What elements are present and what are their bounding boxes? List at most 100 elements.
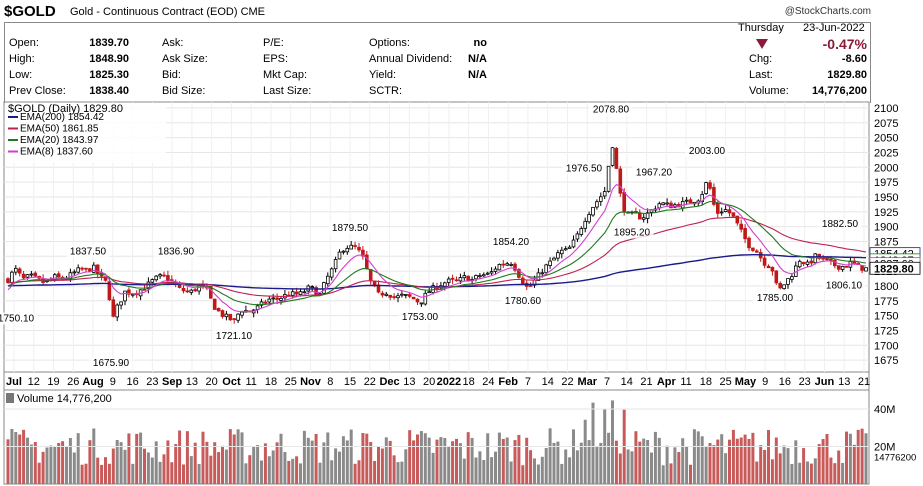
candle-body bbox=[310, 286, 314, 289]
candle-body bbox=[575, 233, 580, 240]
candle-body bbox=[123, 290, 127, 302]
volume-bar bbox=[392, 455, 396, 484]
volume-bar bbox=[29, 444, 33, 484]
volume-bar bbox=[638, 441, 642, 484]
volume-bar bbox=[852, 444, 856, 484]
last-label: Last: bbox=[749, 69, 773, 81]
candle-body bbox=[232, 318, 237, 321]
x-tick-label: Feb bbox=[498, 376, 518, 388]
annotation-bg bbox=[818, 218, 862, 231]
price-legend: $GOLD (Daily) 1829.80 EMA(200) 1854.42EM… bbox=[6, 103, 166, 163]
volume-value: 14,776,200 bbox=[811, 85, 867, 97]
volume-bar bbox=[33, 442, 37, 484]
candle-body bbox=[567, 246, 572, 249]
volume-bar bbox=[474, 457, 478, 484]
volume-bar bbox=[583, 419, 587, 484]
ask-label: Ask: bbox=[162, 37, 184, 49]
options-label: Options: bbox=[369, 37, 410, 49]
volume-bar bbox=[794, 440, 798, 484]
candle-body bbox=[466, 275, 470, 282]
candle-body bbox=[716, 202, 720, 214]
volume-bar bbox=[384, 437, 388, 484]
volume-bar bbox=[653, 431, 657, 484]
candle-body bbox=[766, 265, 771, 269]
volume-bar bbox=[377, 446, 380, 484]
volume-bar bbox=[708, 443, 712, 484]
volume-bar bbox=[158, 461, 162, 484]
y-tick-label: 2075 bbox=[874, 118, 898, 130]
candle-body bbox=[778, 282, 782, 289]
candle-body bbox=[493, 268, 498, 272]
candle-body bbox=[267, 298, 272, 303]
volume-bar bbox=[607, 432, 611, 484]
candle-body bbox=[162, 274, 166, 277]
annotation-bg bbox=[89, 357, 133, 370]
volume-bar bbox=[770, 459, 774, 484]
volume-bar bbox=[322, 442, 326, 484]
x-tick-label: 13 bbox=[838, 376, 850, 388]
volume-bar bbox=[244, 463, 248, 484]
volume-legend-swatch bbox=[6, 393, 14, 403]
candle-body bbox=[119, 301, 123, 306]
x-tick-label: Oct bbox=[222, 376, 241, 388]
legend-bg bbox=[6, 103, 166, 163]
volume-bar bbox=[240, 432, 244, 484]
volume-bar bbox=[107, 463, 111, 484]
candle-body bbox=[513, 263, 517, 271]
candle-body bbox=[731, 212, 736, 217]
x-tick-label: 21 bbox=[640, 376, 652, 388]
volume-bar bbox=[462, 458, 466, 484]
volume-bar bbox=[486, 433, 490, 484]
candle-body bbox=[361, 249, 365, 257]
candle-body bbox=[602, 191, 607, 197]
volume-bar bbox=[330, 460, 334, 484]
annotation-bg bbox=[589, 103, 633, 116]
volume-bar bbox=[139, 432, 143, 484]
price-annotation: 1675.90 bbox=[93, 358, 130, 369]
volume-bar bbox=[439, 437, 443, 484]
price-annotation: 1895.20 bbox=[614, 228, 651, 239]
volume-bar bbox=[111, 448, 115, 484]
volume-bar bbox=[388, 440, 392, 484]
ema200-line bbox=[7, 254, 867, 290]
annotation-bg bbox=[398, 310, 442, 323]
candle-body bbox=[719, 211, 724, 214]
x-tick-label: 11 bbox=[680, 376, 691, 388]
date-text: 23-Jun-2022 bbox=[803, 22, 865, 34]
volume-bar bbox=[634, 431, 638, 484]
pe-label: P/E: bbox=[263, 37, 284, 49]
x-tick-label: 14 bbox=[542, 376, 554, 388]
candle-body bbox=[290, 291, 295, 296]
volume-bar bbox=[833, 463, 837, 484]
candle-body bbox=[419, 302, 424, 305]
volume-bar bbox=[189, 456, 193, 484]
candle-body bbox=[813, 253, 818, 264]
volume-bar bbox=[630, 451, 634, 484]
volume-bar bbox=[720, 434, 724, 484]
volume-bar bbox=[341, 436, 345, 484]
y-tick-label: 1750 bbox=[874, 311, 898, 323]
candle-body bbox=[454, 279, 459, 282]
volume-bar bbox=[731, 429, 735, 484]
volume-bars bbox=[6, 400, 868, 484]
volume-bar bbox=[365, 433, 369, 484]
price-annotation: 1806.10 bbox=[826, 280, 863, 291]
volume-bar bbox=[767, 429, 770, 484]
volume-bar bbox=[509, 461, 513, 484]
volume-bar bbox=[673, 447, 677, 484]
volume-bar bbox=[217, 452, 221, 484]
candle-body bbox=[552, 257, 556, 261]
candle-body bbox=[844, 265, 849, 268]
volume-bar bbox=[470, 437, 474, 484]
candle-body bbox=[571, 239, 576, 248]
volume-bar bbox=[556, 441, 560, 484]
volume-bar bbox=[104, 457, 107, 484]
volume-bar bbox=[642, 438, 646, 484]
ema50-line bbox=[7, 216, 867, 297]
price-annotation: 1967.20 bbox=[636, 168, 673, 179]
volume-bar bbox=[150, 457, 154, 484]
volume-bar bbox=[369, 442, 373, 484]
volume-bar bbox=[587, 440, 591, 484]
y-tick-label: 1775 bbox=[874, 296, 898, 308]
